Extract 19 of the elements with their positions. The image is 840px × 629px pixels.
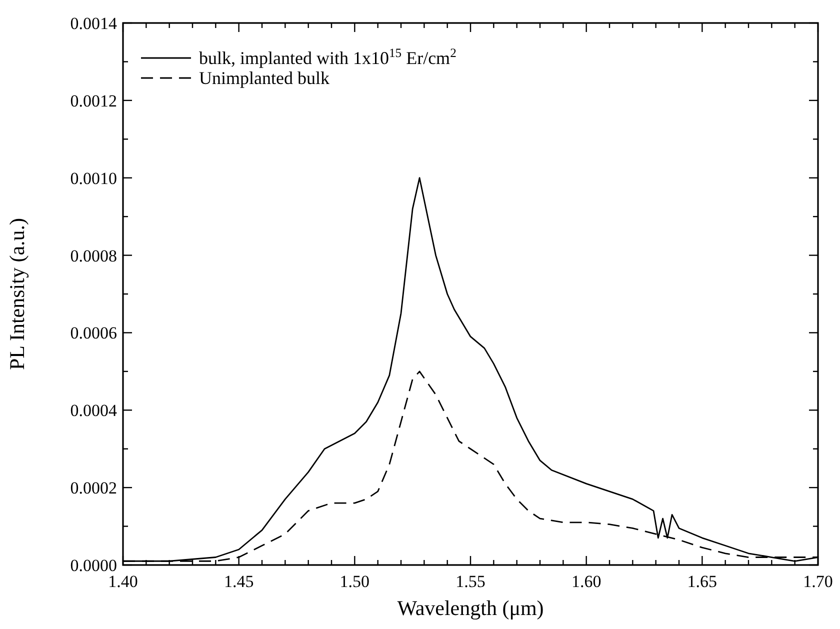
legend-label: bulk, implanted with 1x10$^{15}$ Er/cm$^{2}$ [199, 46, 456, 68]
legend-label: Unimplanted bulk [199, 68, 330, 88]
y-axis-title: PL Intensity (a.u.) [5, 218, 29, 370]
x-tick-label: 1.50 [340, 572, 370, 591]
x-tick-label: 1.45 [224, 572, 254, 591]
x-tick-label: 1.70 [803, 572, 833, 591]
y-tick-label: 0.0012 [70, 91, 117, 110]
y-tick-label: 0.0010 [70, 168, 117, 188]
x-tick-label: 1.55 [456, 572, 486, 591]
x-tick-label: 1.65 [687, 572, 718, 591]
y-tick-label: 0.0006 [70, 324, 117, 343]
x-tick-label: 1.40 [108, 572, 138, 591]
y-tick-label: 0.0002 [70, 478, 117, 498]
y-tick-label: 0.0000 [70, 556, 117, 575]
x-axis-title: Wavelength (μm) [397, 596, 544, 620]
y-tick-label: 0.0004 [70, 401, 118, 420]
x-tick-label: 1.60 [571, 572, 602, 591]
y-tick-label: 0.0008 [70, 246, 117, 266]
y-tick-label: 0.0014 [70, 14, 118, 33]
